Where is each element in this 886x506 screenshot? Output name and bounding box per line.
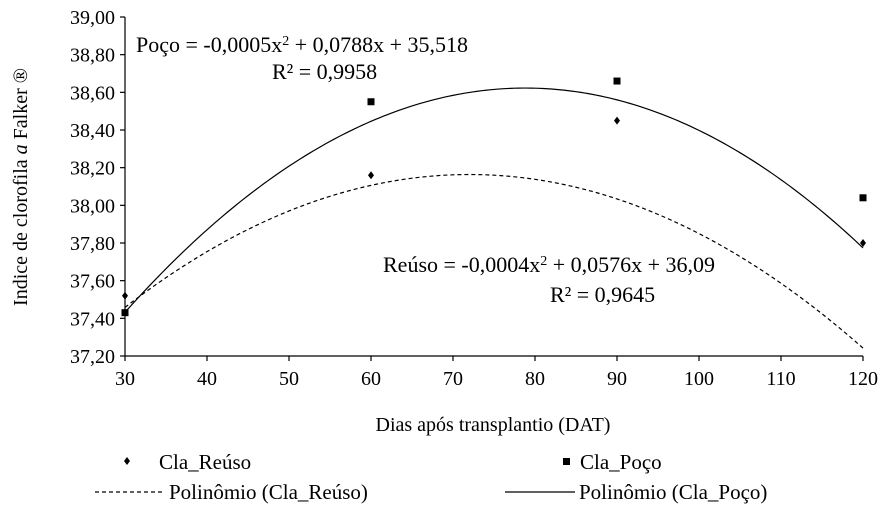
x-tick-label: 90 [607, 368, 627, 390]
data-point-cla-reuso [860, 239, 866, 247]
x-tick-label: 110 [766, 368, 795, 390]
legend-label-cla-reuso: Cla_Reúso [159, 450, 251, 474]
y-axis-title: Indice de clorofila a Falker ® [10, 68, 32, 306]
legend-label-poco-trend: Polinômio (Cla_Poço) [579, 480, 767, 504]
data-point-cla-reuso [368, 171, 374, 180]
y-tick-label: 38,40 [70, 120, 115, 142]
legend: Cla_Reúso Cla_Poço Polinômio (Cla_Reúso)… [95, 450, 767, 504]
equation-poco-superscript: 2 [282, 34, 289, 49]
legend-label-reuso-trend: Polinômio (Cla_Reúso) [169, 480, 368, 504]
y-tick-label: 37,20 [70, 346, 115, 368]
x-tick-label: 70 [443, 368, 463, 390]
plot-area: 37,20 37,40 37,60 37,80 38,00 38,20 38,40 38,60… [70, 7, 878, 390]
x-tick-label: 100 [684, 368, 714, 390]
x-tick-label: 40 [197, 368, 217, 390]
equation-reuso-superscript: 2 [540, 254, 547, 269]
x-tick-label: 60 [361, 368, 381, 390]
data-point-cla-reuso [614, 116, 620, 125]
equation-poco-text: Poço = -0,0005x2 + 0,0788x + 35,518 [136, 32, 468, 57]
data-point-cla-poco [367, 98, 375, 106]
equation-poco-suffix: + 0,0788x + 35,518 [289, 32, 468, 57]
equation-poco-prefix: Poço = -0,0005x [136, 32, 282, 57]
data-point-cla-poco [121, 309, 129, 317]
x-axis-ticks: 30 40 50 60 70 80 90 100 110 120 [115, 356, 878, 390]
y-tick-label: 38,20 [70, 158, 115, 180]
y-axis-title-italic: a [10, 144, 32, 154]
y-axis-title-suffix: Falker ® [10, 68, 32, 144]
equation-reuso-text: Reúso = -0,0004x2 + 0,0576x + 36,09 [383, 252, 715, 277]
trendline-cla-reuso [124, 173, 864, 349]
x-axis-title: Dias após transplantio (DAT) [376, 414, 611, 436]
data-points [121, 77, 867, 317]
legend-marker-cla-poco [563, 458, 570, 465]
data-point-cla-reuso [122, 291, 128, 300]
equation-reuso-r2: R² = 0,9645 [550, 282, 655, 307]
equation-reuso-prefix: Reúso = -0,0004x [383, 252, 540, 277]
y-axis-ticks: 37,20 37,40 37,60 37,80 38,00 38,20 38,40 38,60… [70, 7, 125, 368]
legend-marker-cla-reuso [124, 457, 130, 465]
y-tick-label: 38,80 [70, 45, 115, 67]
y-tick-label: 37,80 [70, 233, 115, 255]
y-tick-label: 37,40 [70, 308, 115, 330]
y-tick-label: 37,60 [70, 271, 115, 293]
equation-reuso: Reúso = -0,0004x2 + 0,0576x + 36,09 R² =… [383, 252, 715, 307]
equation-reuso-suffix: + 0,0576x + 36,09 [547, 252, 715, 277]
equation-poco-r2: R² = 0,9958 [272, 59, 377, 84]
y-tick-label: 39,00 [70, 7, 115, 29]
data-point-cla-poco [859, 194, 867, 202]
y-tick-label: 38,00 [70, 195, 115, 217]
y-axis-title-prefix: Indice de clorofila [10, 154, 32, 306]
x-tick-label: 120 [848, 368, 878, 390]
equation-poco: Poço = -0,0005x2 + 0,0788x + 35,518 R² =… [136, 32, 468, 84]
x-tick-label: 50 [279, 368, 299, 390]
legend-label-cla-poco: Cla_Poço [580, 450, 662, 474]
trendline-cla-poco [124, 87, 864, 313]
data-point-cla-poco [613, 77, 621, 85]
y-tick-label: 38,60 [70, 82, 115, 104]
x-tick-label: 30 [115, 368, 135, 390]
x-tick-label: 80 [525, 368, 545, 390]
